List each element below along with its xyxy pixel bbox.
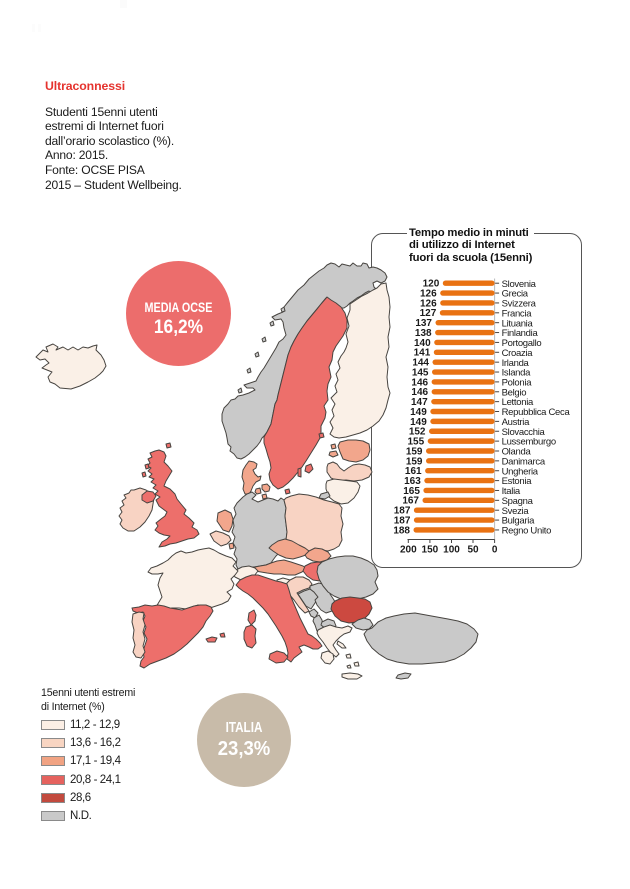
svg-text:100: 100 [443, 545, 460, 556]
svg-text:187: 187 [394, 506, 411, 517]
svg-text:Belgio: Belgio [502, 387, 527, 398]
svg-text:Portogallo: Portogallo [502, 338, 542, 349]
svg-text:137: 137 [415, 318, 432, 329]
svg-text:Estonia: Estonia [502, 476, 533, 487]
svg-text:Lussemburgo: Lussemburgo [502, 437, 556, 448]
svg-text:Svezia: Svezia [502, 506, 530, 517]
svg-text:140: 140 [414, 338, 431, 349]
svg-text:Olanda: Olanda [502, 447, 532, 458]
svg-text:163: 163 [404, 476, 421, 487]
svg-text:0: 0 [492, 545, 498, 556]
svg-text:Polonia: Polonia [502, 378, 533, 389]
svg-text:Islanda: Islanda [502, 368, 532, 379]
svg-text:Ungheria: Ungheria [502, 466, 539, 477]
svg-text:165: 165 [403, 486, 420, 497]
svg-text:Regno Unito: Regno Unito [502, 526, 552, 537]
svg-text:Spagna: Spagna [502, 496, 534, 507]
svg-text:Repubblica Ceca: Repubblica Ceca [502, 407, 571, 418]
svg-text:147: 147 [411, 397, 428, 408]
svg-text:159: 159 [406, 446, 423, 457]
svg-text:120: 120 [423, 279, 440, 290]
svg-text:Italia: Italia [502, 486, 521, 497]
svg-text:127: 127 [420, 308, 437, 319]
svg-text:Bulgaria: Bulgaria [502, 516, 535, 527]
svg-text:126: 126 [420, 288, 437, 299]
svg-text:159: 159 [406, 456, 423, 467]
svg-text:146: 146 [411, 387, 428, 398]
svg-text:149: 149 [410, 407, 427, 418]
svg-text:Svizzera: Svizzera [502, 299, 537, 310]
svg-text:Francia: Francia [502, 308, 533, 319]
svg-text:126: 126 [420, 298, 437, 309]
svg-text:Lettonia: Lettonia [502, 397, 534, 408]
svg-text:138: 138 [415, 328, 432, 339]
svg-text:144: 144 [412, 358, 429, 369]
svg-text:Slovenia: Slovenia [502, 279, 537, 290]
svg-text:Finlandia: Finlandia [502, 328, 539, 339]
svg-text:187: 187 [394, 515, 411, 526]
svg-text:150: 150 [422, 545, 439, 556]
svg-text:141: 141 [414, 348, 431, 359]
svg-text:167: 167 [402, 496, 419, 507]
svg-text:149: 149 [410, 417, 427, 428]
svg-text:145: 145 [412, 367, 429, 378]
svg-text:Grecia: Grecia [502, 289, 529, 300]
svg-text:200: 200 [400, 545, 417, 556]
svg-text:161: 161 [405, 466, 422, 477]
svg-text:Lituania: Lituania [502, 318, 534, 329]
svg-text:Danimarca: Danimarca [502, 456, 546, 467]
svg-text:188: 188 [393, 525, 410, 536]
svg-text:Austria: Austria [502, 417, 530, 428]
svg-text:Irlanda: Irlanda [502, 358, 530, 369]
svg-text:Slovacchia: Slovacchia [502, 427, 546, 438]
svg-text:155: 155 [408, 437, 425, 448]
svg-text:152: 152 [409, 427, 426, 438]
svg-text:50: 50 [467, 545, 479, 556]
svg-text:Croazia: Croazia [502, 348, 534, 359]
svg-text:146: 146 [411, 377, 428, 388]
